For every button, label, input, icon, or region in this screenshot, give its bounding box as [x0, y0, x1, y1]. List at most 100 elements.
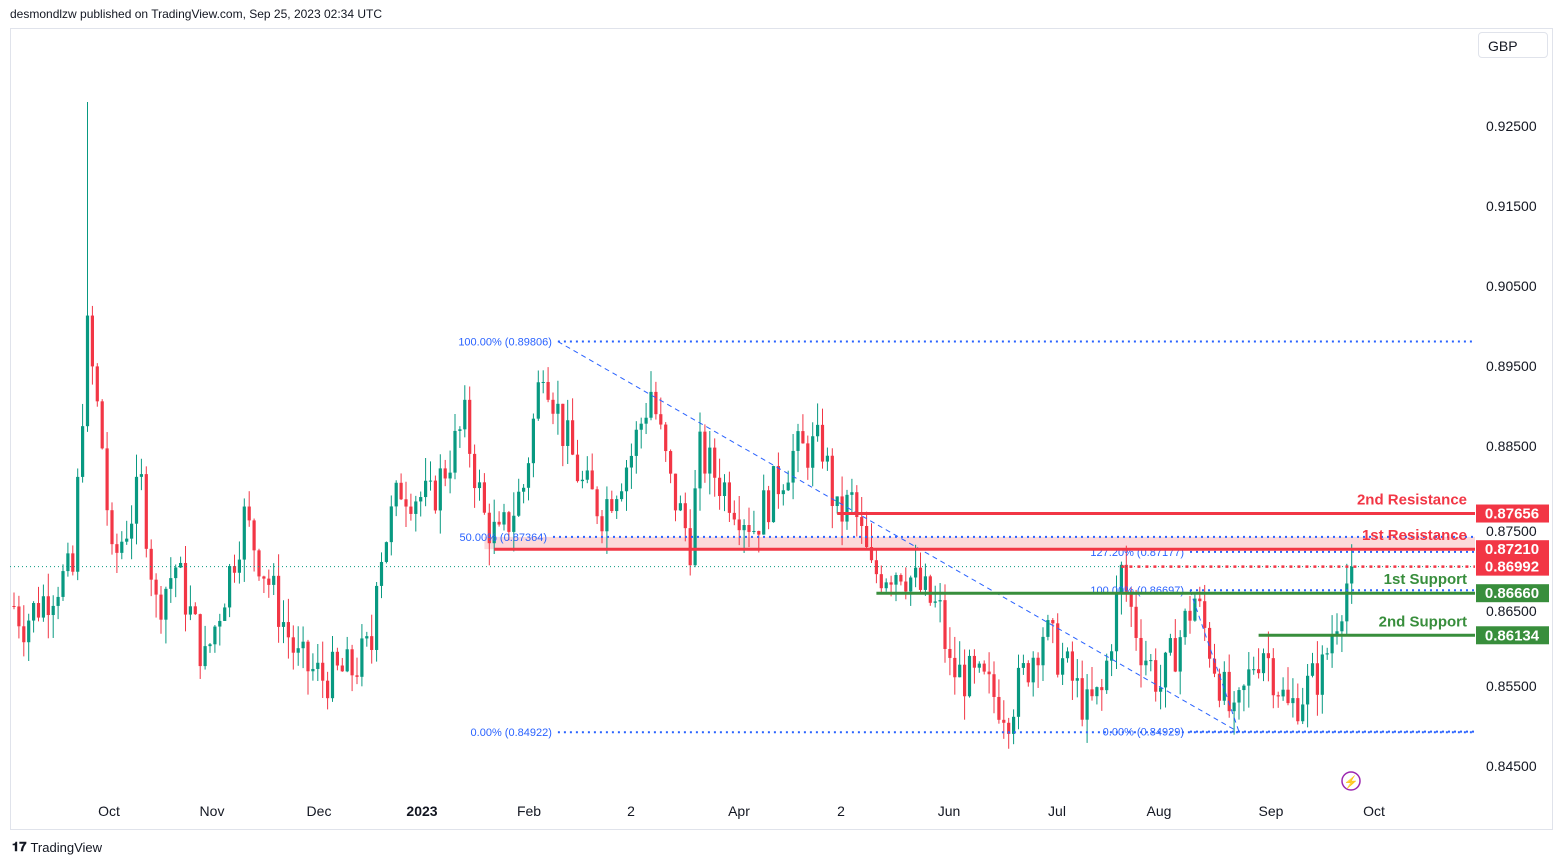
candle-body: [1085, 689, 1089, 720]
tradingview-logo[interactable]: 𝟏𝟕 TradingView: [12, 839, 102, 855]
candle-body: [1242, 685, 1246, 691]
x-tick-label: Apr: [728, 803, 750, 819]
candle-body: [1070, 651, 1074, 681]
candle-body: [1257, 669, 1261, 674]
candle-body: [889, 582, 893, 585]
candle-body: [1198, 598, 1202, 602]
candle-body: [262, 576, 266, 579]
candle-body: [669, 451, 673, 474]
candle-body: [732, 512, 736, 520]
candle-body: [688, 528, 692, 566]
candle-body: [776, 466, 780, 495]
candle-body: [811, 436, 815, 468]
candle-body: [967, 655, 972, 697]
candle-body: [914, 567, 918, 578]
candle-body: [820, 424, 825, 462]
candle-body: [198, 614, 202, 667]
candle-body: [355, 675, 359, 677]
y-tick-label: 0.84500: [1486, 758, 1537, 774]
candle-body: [71, 553, 75, 572]
candle-body: [522, 487, 526, 492]
candle-body: [213, 626, 217, 645]
candle-body: [595, 489, 599, 517]
candle-body: [159, 594, 163, 620]
candle-body: [1310, 663, 1315, 676]
candle-body: [659, 414, 663, 425]
candle-body: [997, 696, 1001, 720]
candle-body: [125, 538, 129, 542]
candle-body: [144, 474, 148, 549]
price-tag: [1476, 540, 1549, 559]
candle-body: [105, 448, 109, 511]
candle-body: [850, 492, 854, 495]
candle-body: [585, 470, 589, 480]
x-tick-label: Oct: [98, 803, 120, 819]
candle-body: [566, 420, 570, 446]
candle-body: [1124, 564, 1128, 592]
candle-body: [644, 417, 648, 424]
candle-body: [404, 499, 408, 507]
candle-body: [507, 512, 511, 532]
candle-body: [1154, 660, 1158, 692]
candle-body: [1080, 678, 1084, 720]
currency-label[interactable]: GBP: [1478, 32, 1548, 58]
candle-body: [1007, 722, 1011, 734]
candle-body: [497, 521, 501, 525]
candle-body: [928, 576, 932, 603]
candle-body: [1173, 638, 1177, 672]
candle-body: [1276, 695, 1280, 697]
candle-body: [56, 596, 60, 606]
candle-body: [438, 468, 442, 511]
candle-body: [414, 501, 418, 514]
candle-body: [1281, 689, 1285, 697]
candle-body: [360, 638, 364, 677]
candle-body: [134, 476, 139, 524]
candle-body: [1188, 610, 1192, 621]
candle-body: [693, 488, 697, 566]
candle-body: [698, 431, 702, 489]
candle-body: [1144, 660, 1148, 666]
candle-body: [1075, 678, 1079, 681]
candle-body: [419, 497, 423, 502]
candle-body: [27, 620, 31, 643]
candle-body: [257, 550, 261, 577]
candle-body: [1183, 610, 1187, 638]
candle-body: [179, 562, 183, 568]
candle-body: [752, 530, 756, 532]
candle-body: [1119, 564, 1123, 594]
candle-body: [1237, 690, 1241, 703]
candle-body: [291, 637, 295, 653]
candle-body: [1002, 719, 1006, 723]
candle-body: [1134, 606, 1138, 638]
candle-body: [683, 503, 687, 529]
candle-body: [742, 525, 746, 531]
candle-body: [1056, 623, 1060, 675]
candle-body: [1178, 637, 1182, 672]
candle-body: [639, 423, 643, 430]
candle-body: [365, 636, 369, 639]
candle-body: [232, 566, 237, 573]
price-tag: [1476, 557, 1549, 576]
price-tag-value: 0.87210: [1485, 541, 1539, 558]
candle-body: [869, 547, 874, 561]
candle-body: [340, 665, 344, 672]
candle-body: [1061, 658, 1065, 675]
candle-body: [1212, 658, 1217, 674]
candle-body: [874, 560, 878, 575]
candle-body: [110, 510, 114, 545]
candle-body: [977, 663, 981, 668]
candle-body: [321, 662, 325, 681]
y-tick-label: 0.88500: [1486, 438, 1537, 454]
price-tag: [1476, 504, 1549, 523]
candle-body: [845, 494, 849, 522]
candle-body: [1271, 658, 1275, 696]
candle-body: [51, 605, 55, 616]
candle-body: [918, 567, 923, 590]
candle-body: [767, 490, 771, 523]
candle-body: [1222, 671, 1226, 701]
candle-body: [1330, 636, 1334, 654]
x-tick-label: 2023: [406, 803, 437, 819]
candle-body: [1105, 660, 1109, 691]
candle-body: [218, 620, 222, 627]
